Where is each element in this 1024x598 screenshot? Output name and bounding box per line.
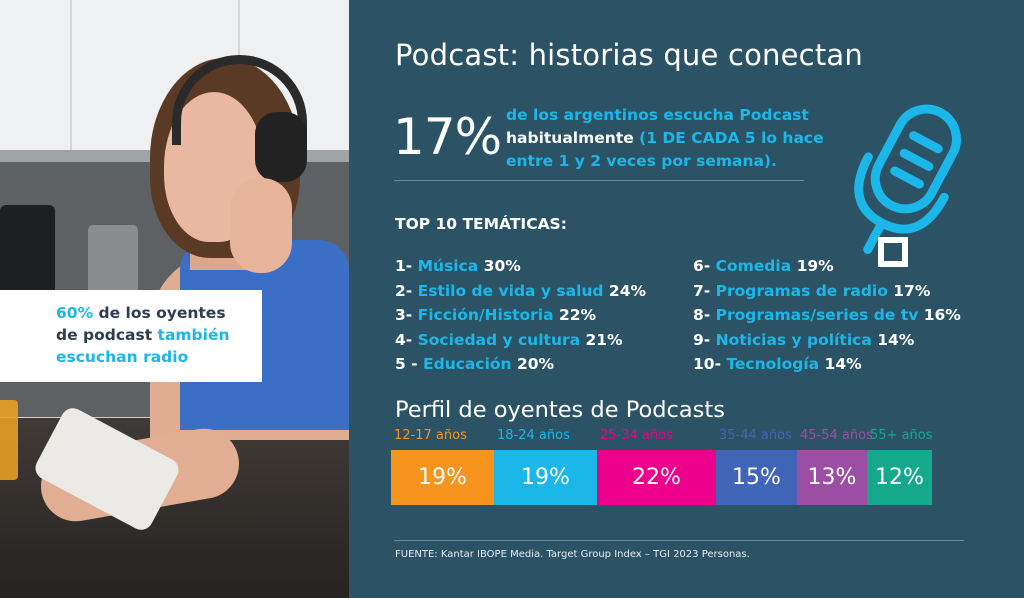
source-note: FUENTE: Kantar IBOPE Media. Target Group… bbox=[395, 549, 750, 560]
divider bbox=[394, 180, 804, 181]
age-group-label: 18-24 años bbox=[497, 428, 570, 443]
theme-item: 8- Programas/series de tv 16% bbox=[693, 303, 961, 328]
theme-item: 10- Tecnología 14% bbox=[693, 352, 961, 377]
theme-rank: 5 - bbox=[395, 355, 424, 373]
theme-rank: 8- bbox=[693, 306, 716, 324]
headline-text: de los argentinos escucha Podcast habitu… bbox=[506, 104, 856, 173]
footer-divider bbox=[394, 540, 964, 541]
theme-name: Comedia bbox=[715, 257, 792, 275]
callout-text-1: de los oyentes de podcast bbox=[56, 304, 226, 344]
callout-text-2: también escuchan radio bbox=[56, 326, 230, 366]
age-group-label: 45-54 años bbox=[800, 428, 873, 443]
age-group-label: 12-17 años bbox=[394, 428, 467, 443]
theme-item: 3- Ficción/Historia 22% bbox=[395, 303, 646, 328]
theme-pct: 20% bbox=[511, 355, 555, 373]
bar-segment: 22% bbox=[597, 450, 716, 505]
bar-segment: 19% bbox=[391, 450, 494, 505]
theme-name: Educación bbox=[423, 355, 512, 373]
theme-item: 5 - Educación 20% bbox=[395, 352, 646, 377]
theme-name: Noticias y política bbox=[715, 330, 872, 349]
page-title: Podcast: historias que conectan bbox=[395, 38, 863, 72]
theme-item: 7- Programas de radio 17% bbox=[693, 279, 961, 304]
theme-rank: 6- bbox=[693, 257, 716, 275]
theme-rank: 1- bbox=[395, 257, 418, 275]
headline-text-3: (1 DE CADA 5 lo hace entre 1 y 2 veces p… bbox=[506, 129, 824, 170]
toaster bbox=[88, 225, 138, 295]
themes-list-right: 6- Comedia 19% 7- Programas de radio 17%… bbox=[693, 254, 961, 377]
theme-name: Tecnología bbox=[726, 355, 820, 373]
theme-rank: 9- bbox=[693, 330, 716, 349]
theme-rank: 2- bbox=[395, 281, 418, 300]
theme-name: Programas de radio bbox=[715, 281, 888, 300]
theme-item: 6- Comedia 19% bbox=[693, 254, 961, 279]
bar-segment: 15% bbox=[716, 450, 797, 505]
theme-rank: 3- bbox=[395, 306, 418, 324]
headphones-icon bbox=[255, 112, 307, 182]
theme-pct: 19% bbox=[791, 257, 834, 275]
age-group-label: 55+ años bbox=[870, 428, 933, 443]
theme-pct: 24% bbox=[603, 281, 647, 300]
bar-segment: 19% bbox=[494, 450, 597, 505]
radio-overlap-callout: 60% de los oyentes de podcast también es… bbox=[0, 290, 262, 382]
age-group-label: 35-44 años bbox=[719, 428, 792, 443]
theme-rank: 7- bbox=[693, 281, 716, 300]
callout-text: 60% de los oyentes de podcast también es… bbox=[56, 302, 248, 368]
bar-segment: 12% bbox=[867, 450, 932, 505]
theme-item: 1- Música 30% bbox=[395, 254, 646, 279]
themes-heading: TOP 10 TEMÁTICAS: bbox=[395, 215, 567, 233]
theme-pct: 14% bbox=[819, 355, 862, 373]
callout-pct: 60% bbox=[56, 304, 94, 322]
infographic-panel: Podcast: historias que conectan 17% de l… bbox=[349, 0, 1024, 598]
theme-item: 9- Noticias y política 14% bbox=[693, 328, 961, 353]
theme-pct: 16% bbox=[918, 306, 961, 324]
age-group-label: 25-34 años bbox=[600, 428, 673, 443]
theme-rank: 4- bbox=[395, 330, 418, 349]
microphone-icon bbox=[854, 104, 961, 267]
theme-item: 4- Sociedad y cultura 21% bbox=[395, 328, 646, 353]
theme-name: Estilo de vida y salud bbox=[417, 281, 604, 300]
bar-segment: 13% bbox=[797, 450, 867, 505]
theme-name: Programas/series de tv bbox=[715, 306, 919, 324]
theme-pct: 30% bbox=[478, 257, 521, 275]
headline-percentage: 17% bbox=[393, 108, 502, 166]
cabinet-seam bbox=[70, 0, 72, 150]
theme-name: Ficción/Historia bbox=[417, 306, 554, 324]
chart-title: Perfil de oyentes de Podcasts bbox=[395, 397, 725, 423]
theme-name: Música bbox=[417, 257, 479, 275]
theme-item: 2- Estilo de vida y salud 24% bbox=[395, 279, 646, 304]
theme-rank: 10- bbox=[693, 355, 727, 373]
juice-glass bbox=[0, 400, 18, 480]
listener-photo: 60% de los oyentes de podcast también es… bbox=[0, 0, 349, 598]
age-group-labels: 12-17 años 18-24 años 25-34 años 35-44 años… bbox=[391, 428, 933, 446]
woman-hand bbox=[230, 178, 292, 273]
headphones-band bbox=[172, 55, 307, 145]
kettle bbox=[0, 205, 55, 295]
theme-pct: 17% bbox=[887, 281, 931, 300]
theme-pct: 14% bbox=[871, 330, 915, 349]
theme-pct: 21% bbox=[580, 330, 623, 349]
age-profile-bar-chart: 19% 19% 22% 15% 13% 12% bbox=[391, 450, 932, 505]
theme-name: Sociedad y cultura bbox=[417, 330, 581, 349]
themes-list-left: 1- Música 30% 2- Estilo de vida y salud … bbox=[395, 254, 646, 377]
headline-text-2: habitualmente bbox=[506, 129, 640, 147]
headline-text-1: de los argentinos escucha Podcast bbox=[506, 106, 809, 124]
theme-pct: 22% bbox=[553, 306, 597, 324]
